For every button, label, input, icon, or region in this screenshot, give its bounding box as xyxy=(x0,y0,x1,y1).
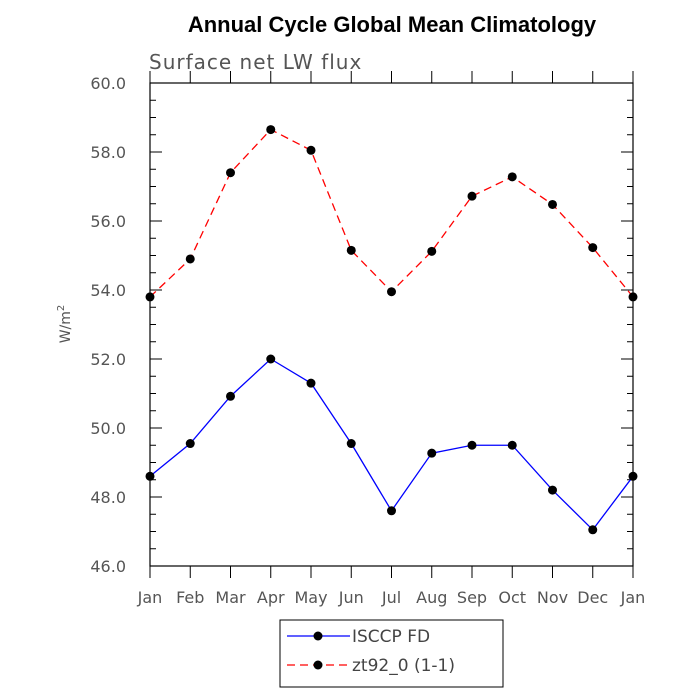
data-point xyxy=(427,246,437,256)
y-tick-label: 58.0 xyxy=(90,143,126,162)
x-tick-label: Apr xyxy=(257,588,285,607)
data-point xyxy=(266,125,276,135)
data-point xyxy=(226,391,235,401)
x-tick-label: Dec xyxy=(577,588,608,607)
y-axis-label: W/m2 xyxy=(56,305,74,344)
x-tick-label: Sep xyxy=(457,588,487,607)
x-tick-label: Oct xyxy=(498,588,526,607)
plot-frame xyxy=(149,82,634,567)
y-tick-label: 54.0 xyxy=(90,281,126,300)
y-tick-label: 56.0 xyxy=(90,212,126,231)
legend-marker xyxy=(313,631,323,641)
data-point xyxy=(145,471,155,481)
data-point xyxy=(346,245,356,255)
y-axis-label-exponent: 2 xyxy=(56,305,67,311)
data-point xyxy=(507,440,517,450)
x-tick-label: Jan xyxy=(137,588,163,607)
y-tick-label: 50.0 xyxy=(90,419,126,438)
y-tick-label: 48.0 xyxy=(90,488,126,507)
x-tick-label: Mar xyxy=(215,588,246,607)
data-point xyxy=(548,485,557,495)
x-tick-label: Aug xyxy=(416,588,447,607)
legend: ISCCP FD zt92_0 (1-1) xyxy=(287,627,455,676)
data-point xyxy=(548,199,557,209)
x-tick-label: Jun xyxy=(338,588,364,607)
data-point xyxy=(185,439,195,449)
chart-subtitle: Surface net LW flux xyxy=(149,50,362,74)
x-tick-label: Feb xyxy=(176,588,204,607)
axis-ticks xyxy=(149,71,634,578)
data-point xyxy=(346,439,356,449)
chart-title: Annual Cycle Global Mean Climatology xyxy=(188,12,597,37)
y-axis-label-unit: W/m xyxy=(58,311,74,343)
y-tick-label: 52.0 xyxy=(90,350,126,369)
data-point xyxy=(507,172,517,182)
data-point xyxy=(628,292,638,302)
data-point xyxy=(588,243,598,253)
legend-marker xyxy=(313,660,323,670)
data-point xyxy=(145,292,155,302)
series-line-1 xyxy=(149,358,634,531)
data-point xyxy=(226,168,235,178)
data-point xyxy=(588,525,598,535)
data-point xyxy=(387,287,396,297)
data-point xyxy=(266,354,276,364)
legend-label: zt92_0 (1-1) xyxy=(352,656,455,676)
y-tick-label: 46.0 xyxy=(90,557,126,576)
data-point xyxy=(306,378,316,388)
x-tick-label: Jul xyxy=(381,588,401,607)
series-line-2 xyxy=(149,128,634,298)
data-point xyxy=(306,145,316,155)
y-tick-label: 60.0 xyxy=(90,74,126,93)
x-tick-label: Nov xyxy=(537,588,568,607)
data-point xyxy=(387,506,396,516)
data-point xyxy=(185,254,195,264)
x-tick-label: May xyxy=(294,588,327,607)
data-point xyxy=(628,471,638,481)
data-point xyxy=(427,448,437,458)
legend-box xyxy=(279,619,504,688)
data-point xyxy=(467,191,477,201)
legend-label: ISCCP FD xyxy=(352,627,430,647)
y-tick-labels: 46.0 48.0 50.0 52.0 54.0 56.0 58.0 60.0 xyxy=(90,74,126,576)
data-point xyxy=(467,440,477,450)
series-layer xyxy=(145,125,638,535)
x-tick-label: Jan xyxy=(620,588,646,607)
x-tick-labels: Jan Feb Mar Apr May Jun Jul Aug Sep Oct Nov Dec Jan xyxy=(137,588,646,607)
